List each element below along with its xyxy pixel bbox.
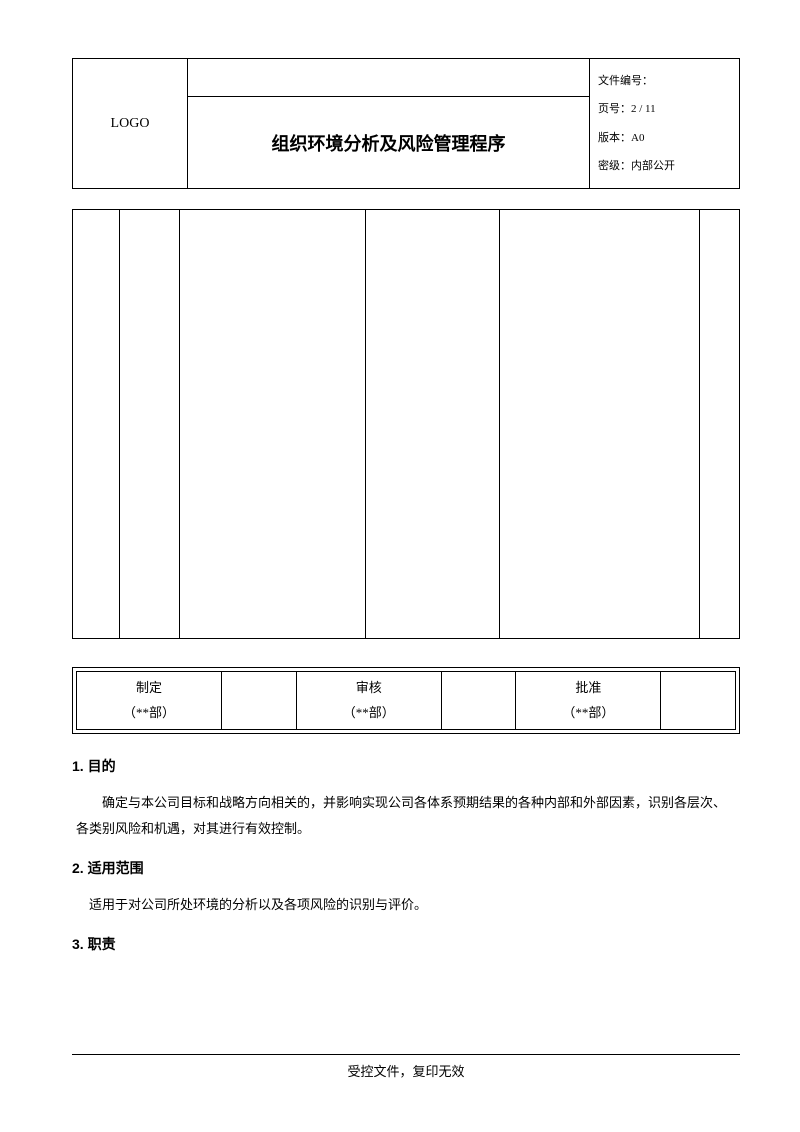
approval-role: 批准: [575, 680, 601, 695]
grid-cell: [119, 210, 179, 639]
header-top-empty: [188, 59, 590, 97]
section-1: 1. 目的 确定与本公司目标和战略方向相关的，并影响实现公司各体系预期结果的各种…: [72, 756, 740, 842]
section-3-heading: 3. 职责: [72, 934, 740, 954]
grid-cell: [366, 210, 499, 639]
header-block: LOGO 文件编号： 页号：2 / 11 版本：A0 密级：内部公开: [72, 58, 740, 189]
approval-cell-review: 审核 （**部）: [296, 672, 441, 730]
footer: 受控文件，复印无效: [72, 1054, 740, 1080]
doc-title: 组织环境分析及风险管理程序: [272, 134, 506, 154]
section-1-para: 确定与本公司目标和战略方向相关的，并影响实现公司各体系预期结果的各种内部和外部因…: [72, 790, 740, 842]
logo-cell: LOGO: [73, 59, 188, 189]
meta-version-value: A0: [631, 132, 644, 144]
section-2: 2. 适用范围 适用于对公司所处环境的分析以及各项风险的识别与评价。: [72, 858, 740, 918]
approval-blank: [222, 672, 297, 730]
approval-cell-prepare: 制定 （**部）: [77, 672, 222, 730]
approval-dept: （**部）: [123, 705, 175, 720]
meta-secrecy-value: 内部公开: [631, 160, 675, 172]
table-row: 制定 （**部） 审核 （**部） 批准 （**部）: [77, 672, 736, 730]
meta-page-value: 2 / 11: [631, 103, 656, 115]
meta-secrecy: 密级：内部公开: [598, 158, 731, 175]
meta-doc-no: 文件编号：: [598, 73, 731, 90]
meta-page-label: 页号：: [598, 103, 631, 115]
approval-blank: [661, 672, 736, 730]
approval-dept: （**部）: [562, 705, 614, 720]
footer-text: 受控文件，复印无效: [347, 1064, 464, 1079]
meta-doc-no-label: 文件编号：: [598, 75, 653, 87]
section-3: 3. 职责: [72, 934, 740, 954]
approval-role: 审核: [356, 680, 382, 695]
content-grid: [72, 209, 740, 639]
meta-page: 页号：2 / 11: [598, 101, 731, 118]
doc-title-cell: 组织环境分析及风险管理程序: [188, 97, 590, 189]
meta-secrecy-label: 密级：: [598, 160, 631, 172]
section-2-heading: 2. 适用范围: [72, 858, 740, 878]
approval-wrap: 制定 （**部） 审核 （**部） 批准 （**部）: [72, 667, 740, 734]
document-page: LOGO 文件编号： 页号：2 / 11 版本：A0 密级：内部公开: [0, 0, 800, 1008]
approval-cell-approve: 批准 （**部）: [516, 672, 661, 730]
grid-cell: [179, 210, 366, 639]
meta-version: 版本：A0: [598, 130, 731, 147]
meta-version-label: 版本：: [598, 132, 631, 144]
grid-cell: [499, 210, 699, 639]
table-row: [73, 210, 740, 639]
approval-role: 制定: [136, 680, 162, 695]
approval-dept: （**部）: [343, 705, 395, 720]
approval-table: 制定 （**部） 审核 （**部） 批准 （**部）: [76, 671, 736, 730]
meta-cell: 文件编号： 页号：2 / 11 版本：A0 密级：内部公开: [590, 59, 740, 189]
logo-text: LOGO: [111, 116, 150, 131]
section-2-para: 适用于对公司所处环境的分析以及各项风险的识别与评价。: [72, 892, 740, 918]
section-1-heading: 1. 目的: [72, 756, 740, 776]
grid-cell: [699, 210, 739, 639]
grid-cell: [73, 210, 120, 639]
approval-blank: [441, 672, 516, 730]
